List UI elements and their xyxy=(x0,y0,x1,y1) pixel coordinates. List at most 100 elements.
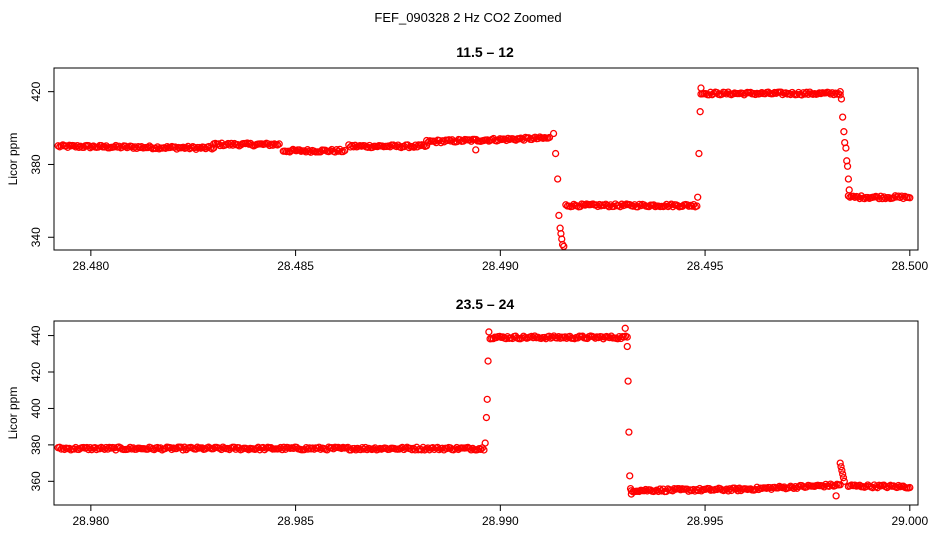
panel-top-data-point xyxy=(880,193,888,201)
panel-top: 11.5 – 12 28.480 28.485 28.490 28.495 28.500… xyxy=(6,44,928,273)
panel-top-x-tick-label: 28.480 xyxy=(73,259,110,273)
panel-top-data-point xyxy=(802,88,811,96)
panel-bottom-data-point xyxy=(906,483,914,492)
panel-top-data-point xyxy=(173,145,181,153)
panel-bottom-data-point xyxy=(893,483,901,492)
panel-top-y-axis-label: Licor ppm xyxy=(6,133,20,186)
panel-top-data-point xyxy=(275,140,283,148)
panel-bottom-data-point xyxy=(657,487,666,495)
panel-bottom-data-point xyxy=(839,470,847,478)
panel-top-y-tick-label: 420 xyxy=(29,81,43,101)
panel-bottom-data-point xyxy=(894,481,903,490)
panel-top-data-point xyxy=(695,149,703,158)
panel-bottom-data-point xyxy=(625,428,633,436)
panel-bottom-plot-frame xyxy=(53,320,919,506)
panel-bottom-x-axis: 28.980 28.985 28.990 28.995 29.000 xyxy=(73,504,928,528)
panel-bottom-data-point xyxy=(627,490,636,498)
panel-bottom-data-point xyxy=(429,444,437,452)
panel-top-x-tick-label: 28.495 xyxy=(687,259,724,273)
panel-bottom-data-point xyxy=(831,481,840,490)
panel-top-data-point xyxy=(693,202,701,210)
panel-top-marks xyxy=(54,84,914,251)
panel-bottom-data-point xyxy=(642,485,650,494)
panel-top-data-point xyxy=(661,202,669,210)
panel-top-data-point xyxy=(269,141,277,149)
panel-bottom-y-tick-label: 400 xyxy=(29,398,43,418)
panel-top-data-point xyxy=(769,90,777,98)
panel-bottom: 23.5 – 24 28.980 28.985 28.990 28.995 29.000… xyxy=(6,296,928,528)
panel-bottom-title: 23.5 – 24 xyxy=(456,296,515,312)
panel-bottom-data-point xyxy=(635,487,643,496)
panel-bottom-data-point xyxy=(481,439,489,447)
panel-top-data-point xyxy=(836,88,844,96)
panel-bottom-data-point xyxy=(626,472,634,480)
panel-top-data-point xyxy=(472,146,480,154)
panel-bottom-data-point xyxy=(352,446,360,454)
panel-bottom-data-point xyxy=(837,463,845,471)
panel-top-data-point xyxy=(554,175,562,183)
panel-top-data-point xyxy=(629,202,637,210)
panel-bottom-data-point xyxy=(465,444,474,453)
panel-bottom-x-tick-label: 29.000 xyxy=(891,514,928,528)
panel-top-data-point xyxy=(845,186,853,194)
panel-top-data-point xyxy=(295,146,304,154)
panel-top-data-point xyxy=(854,193,862,201)
panel-top-data-point xyxy=(836,91,844,99)
panel-bottom-data-point xyxy=(624,377,632,385)
panel-bottom-y-axis: 360 380 400 420 440 xyxy=(29,325,54,491)
panel-top-data-point xyxy=(422,142,431,150)
panel-bottom-data-point xyxy=(482,413,491,422)
panel-bottom-data-point xyxy=(838,466,846,475)
panel-top-y-tick-label: 340 xyxy=(29,227,43,247)
panel-top-data-point xyxy=(75,143,83,152)
panel-bottom-data-point xyxy=(545,332,553,340)
panel-bottom-data-point xyxy=(754,485,763,494)
panel-bottom-y-tick-label: 380 xyxy=(29,435,43,455)
panel-top-data-point xyxy=(839,113,847,121)
panel-top-data-point xyxy=(751,90,760,99)
panel-top-data-point xyxy=(842,144,850,152)
panel-top-data-point xyxy=(605,203,613,211)
panel-top-data-point xyxy=(635,200,643,209)
panel-top-data-point xyxy=(555,211,563,220)
panel-bottom-y-tick-label: 440 xyxy=(29,325,43,345)
panel-top-data-point xyxy=(793,90,801,99)
panel-bottom-data-point xyxy=(84,445,93,454)
panel-bottom-x-tick-label: 28.990 xyxy=(482,514,519,528)
panel-bottom-data-point xyxy=(840,477,848,485)
panel-bottom-data-point xyxy=(621,324,629,332)
panel-bottom-data-point xyxy=(623,333,631,341)
panel-top-data-point xyxy=(696,108,704,116)
panel-bottom-data-point xyxy=(480,446,488,454)
panel-bottom-y-axis-label: Licor ppm xyxy=(6,387,20,440)
panel-bottom-data-point xyxy=(104,445,112,453)
panel-bottom-data-point xyxy=(485,328,493,336)
panel-top-y-tick-label: 380 xyxy=(29,154,43,174)
panel-bottom-data-point xyxy=(623,342,631,351)
panel-bottom-data-point xyxy=(230,443,238,451)
panel-bottom-data-point xyxy=(836,459,844,467)
figure-title: FEF_090328 2 Hz CO2 Zoomed xyxy=(374,10,561,25)
panel-bottom-y-tick-label: 360 xyxy=(29,471,43,491)
panel-top-data-point xyxy=(405,143,413,152)
panel-bottom-x-tick-label: 28.995 xyxy=(687,514,724,528)
panel-top-data-point xyxy=(560,242,568,251)
panel-top-data-point xyxy=(688,202,696,210)
panel-top-data-point xyxy=(549,129,558,138)
panel-top-data-point xyxy=(721,89,729,97)
panel-bottom-data-point xyxy=(477,445,485,454)
panel-top-data-point xyxy=(837,95,846,103)
panel-bottom-data-point xyxy=(424,444,432,452)
panel-top-data-point xyxy=(161,144,170,152)
panel-top-data-point xyxy=(483,136,491,144)
panel-top-data-point xyxy=(179,143,187,151)
panel-bottom-data-point xyxy=(483,395,491,403)
panel-top-data-point xyxy=(710,89,718,98)
panel-top-data-point xyxy=(843,162,852,170)
panel-bottom-data-point xyxy=(832,492,840,500)
panel-top-x-tick-label: 28.485 xyxy=(277,259,314,273)
panel-bottom-x-tick-label: 28.985 xyxy=(277,514,314,528)
panel-bottom-data-point xyxy=(484,357,492,365)
panel-top-data-point xyxy=(694,193,702,201)
panel-top-x-tick-label: 28.490 xyxy=(482,259,519,273)
